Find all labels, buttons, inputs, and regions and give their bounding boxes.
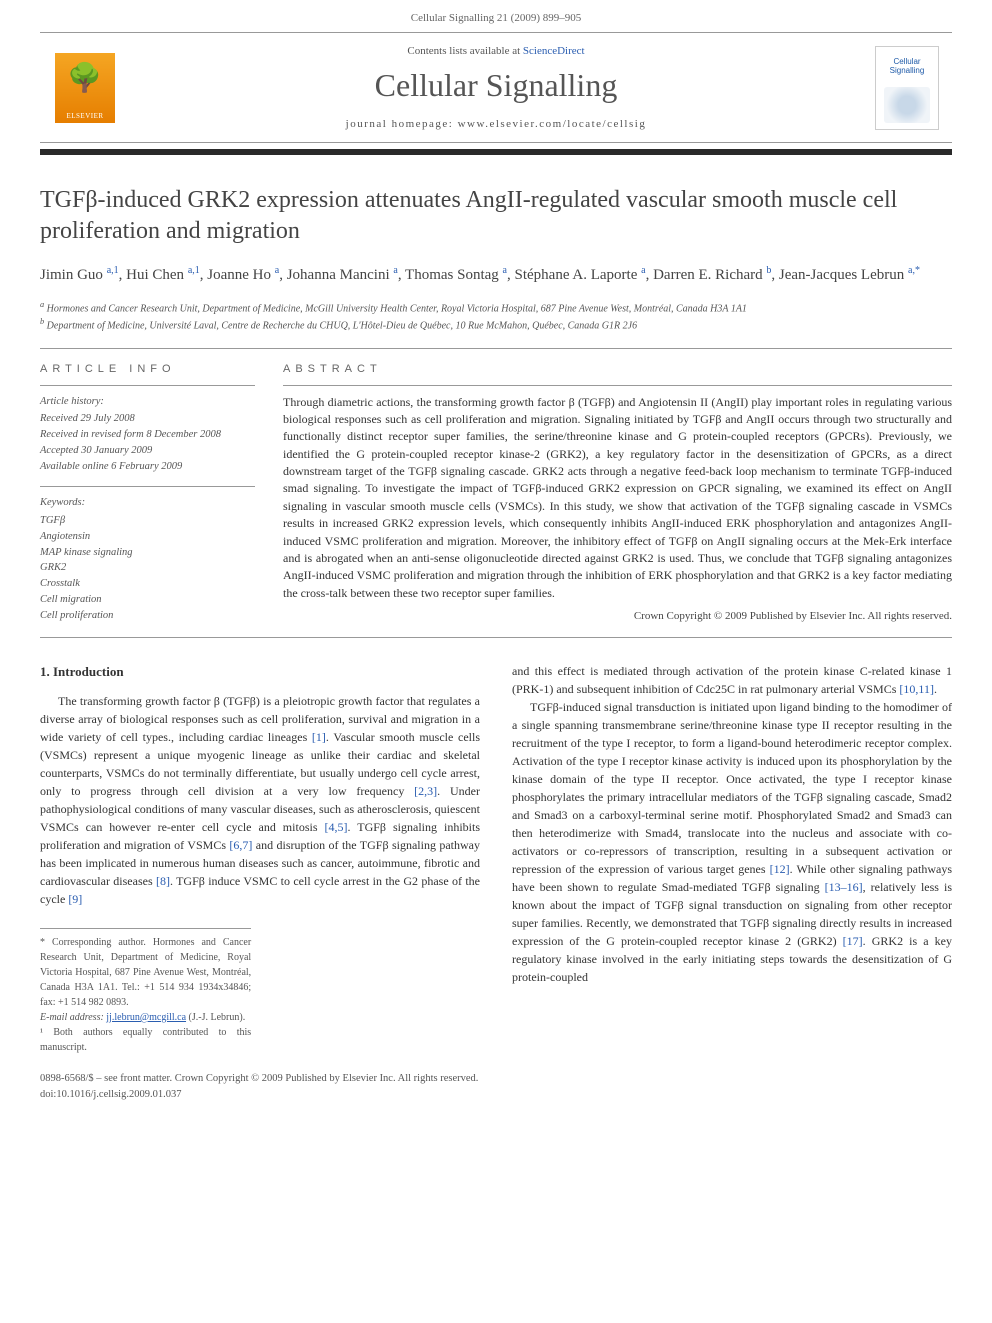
info-abstract-row: ARTICLE INFO Article history: Received 2… <box>40 363 952 624</box>
journal-banner: ELSEVIER Contents lists available at Sci… <box>40 32 952 143</box>
affiliation-a: a Hormones and Cancer Research Unit, Dep… <box>40 299 952 316</box>
footer-front-matter: 0898-6568/$ – see front matter. Crown Co… <box>40 1071 952 1087</box>
author-list: Jimin Guo a,1, Hui Chen a,1, Joanne Ho a… <box>40 263 952 287</box>
intro-para-2b: TGFβ-induced signal transduction is init… <box>512 698 952 986</box>
article-history: Article history: Received 29 July 2008 R… <box>40 394 255 624</box>
rule-below-abstract <box>40 637 952 638</box>
history-received: Received 29 July 2008 <box>40 411 255 427</box>
homepage-url: www.elsevier.com/locate/cellsig <box>458 118 647 130</box>
abstract-header: ABSTRACT <box>283 363 952 375</box>
email-attribution: (J.-J. Lebrun). <box>186 1012 245 1023</box>
article-info-column: ARTICLE INFO Article history: Received 2… <box>40 363 255 624</box>
history-online: Available online 6 February 2009 <box>40 459 255 475</box>
history-revised: Received in revised form 8 December 2008 <box>40 427 255 443</box>
banner-center: Contents lists available at ScienceDirec… <box>130 33 862 142</box>
cover-title-1: Cellular <box>893 57 920 66</box>
corresponding-author-note: * Corresponding author. Hormones and Can… <box>40 935 251 1010</box>
rule-info-1 <box>40 385 255 386</box>
history-label: Article history: <box>40 394 255 410</box>
affiliation-b: b Department of Medicine, Université Lav… <box>40 316 952 333</box>
sciencedirect-link[interactable]: ScienceDirect <box>523 45 585 57</box>
email-label: E-mail address: <box>40 1012 106 1023</box>
intro-para-2a: and this effect is mediated through acti… <box>512 662 952 698</box>
keyword: Angiotensin <box>40 529 255 545</box>
journal-homepage-line: journal homepage: www.elsevier.com/locat… <box>130 118 862 130</box>
rule-info-2 <box>40 486 255 487</box>
equal-contribution-note: ¹ Both authors equally contributed to th… <box>40 1025 251 1055</box>
contents-prefix: Contents lists available at <box>407 45 522 57</box>
rule-above-info <box>40 348 952 349</box>
affiliations: a Hormones and Cancer Research Unit, Dep… <box>40 299 952 334</box>
abstract-text: Through diametric actions, the transform… <box>283 394 952 603</box>
contents-available-line: Contents lists available at ScienceDirec… <box>130 45 862 57</box>
running-head: Cellular Signalling 21 (2009) 899–905 <box>0 0 992 32</box>
elsevier-logo: ELSEVIER <box>55 53 115 123</box>
abstract-copyright: Crown Copyright © 2009 Published by Else… <box>283 610 952 622</box>
article-title: TGFβ-induced GRK2 expression attenuates … <box>40 185 952 247</box>
two-column-body: 1. Introduction The transforming growth … <box>40 662 952 1055</box>
journal-title: Cellular Signalling <box>130 67 862 104</box>
homepage-prefix: journal homepage: <box>346 118 458 130</box>
keyword: TGFβ <box>40 513 255 529</box>
keyword: Cell migration <box>40 592 255 608</box>
keywords-label: Keywords: <box>40 495 255 511</box>
keyword: MAP kinase signaling <box>40 545 255 561</box>
email-line: E-mail address: jj.lebrun@mcgill.ca (J.-… <box>40 1010 251 1025</box>
abstract-column: ABSTRACT Through diametric actions, the … <box>283 363 952 624</box>
introduction-heading: 1. Introduction <box>40 662 480 682</box>
footer: 0898-6568/$ – see front matter. Crown Co… <box>40 1071 952 1103</box>
history-accepted: Accepted 30 January 2009 <box>40 443 255 459</box>
keyword: Cell proliferation <box>40 608 255 624</box>
email-link[interactable]: jj.lebrun@mcgill.ca <box>106 1012 186 1023</box>
publisher-logo-cell: ELSEVIER <box>40 33 130 142</box>
footer-doi: doi:10.1016/j.cellsig.2009.01.037 <box>40 1087 952 1103</box>
journal-cover-cell: Cellular Signalling <box>862 33 952 142</box>
article-body: TGFβ-induced GRK2 expression attenuates … <box>40 185 952 1055</box>
column-left: 1. Introduction The transforming growth … <box>40 662 480 1055</box>
article-info-header: ARTICLE INFO <box>40 363 255 375</box>
banner-divider-bar <box>40 149 952 155</box>
cover-title-2: Signalling <box>890 66 925 75</box>
footnotes-block: * Corresponding author. Hormones and Can… <box>40 928 251 1055</box>
rule-abstract <box>283 385 952 386</box>
keyword: Crosstalk <box>40 576 255 592</box>
column-right: and this effect is mediated through acti… <box>512 662 952 1055</box>
intro-para-1: The transforming growth factor β (TGFβ) … <box>40 692 480 908</box>
keyword: GRK2 <box>40 560 255 576</box>
journal-cover-thumbnail: Cellular Signalling <box>875 46 939 130</box>
